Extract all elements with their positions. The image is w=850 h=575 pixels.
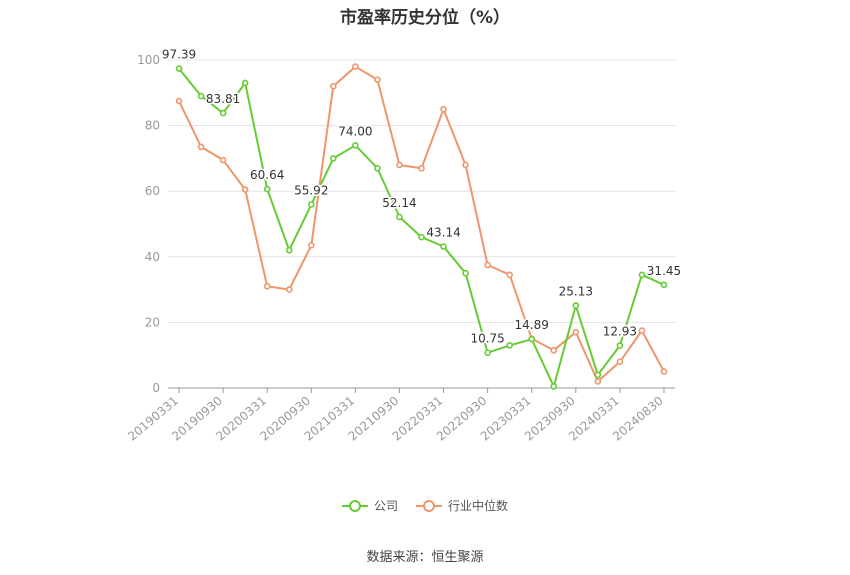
data-label: 52.14 — [382, 196, 416, 210]
grid-lines — [168, 59, 675, 389]
data-point-company — [528, 335, 536, 343]
y-tick-label: 80 — [145, 119, 160, 133]
data-label: 74.00 — [338, 124, 372, 138]
data-point-company — [175, 65, 183, 72]
data-point-industry-median — [418, 164, 425, 172]
y-tick-label: 60 — [145, 184, 160, 198]
data-point-company — [285, 246, 293, 254]
data-point-company — [506, 342, 513, 349]
series-lines — [175, 63, 668, 390]
data-point-industry-median — [352, 63, 359, 70]
data-label: 55.92 — [294, 184, 328, 198]
data-point-industry-median — [440, 105, 447, 113]
data-point-company — [484, 349, 491, 357]
y-tick-label: 100 — [137, 53, 160, 67]
data-point-company — [462, 269, 469, 277]
data-point-industry-median — [219, 156, 227, 164]
data-point-industry-median — [241, 186, 249, 193]
data-source: 数据来源：恒生聚源 — [366, 550, 484, 565]
legend-swatch-industry-median — [416, 499, 442, 513]
y-axis-ticks: 0 20 40 60 80 100 — [137, 53, 160, 395]
data-label: 31.45 — [647, 264, 681, 278]
legend-item-company[interactable]: 公司 — [341, 497, 398, 514]
chart-title: 市盈率历史分位（%） — [339, 8, 511, 28]
data-point-industry-median — [572, 328, 580, 336]
data-label: 97.39 — [162, 48, 196, 62]
data-point-industry-median — [484, 261, 491, 269]
data-point-company — [241, 79, 249, 87]
x-axis: 2019033120190930202003312020093020210331… — [125, 388, 666, 444]
data-point-industry-median — [263, 283, 271, 290]
y-tick-label: 0 — [152, 381, 160, 395]
data-point-industry-median — [197, 143, 205, 151]
data-point-company — [197, 92, 205, 100]
data-point-industry-median — [660, 368, 668, 375]
data-point-industry-median — [550, 346, 558, 354]
data-label: 14.89 — [515, 318, 549, 332]
data-point-company — [660, 281, 668, 289]
data-label: 43.14 — [426, 226, 460, 240]
data-point-industry-median — [396, 161, 403, 169]
data-point-company — [307, 201, 315, 208]
data-label: 12.93 — [603, 325, 637, 339]
data-point-company — [396, 213, 403, 221]
data-point-company — [616, 342, 624, 349]
data-labels: 97.39 83.81 60.64 55.92 74.00 52.14 43.14 10.75… — [160, 46, 682, 347]
y-tick-label: 20 — [145, 315, 160, 329]
legend-label-industry-median: 行业中位数 — [448, 499, 509, 513]
data-point-industry-median — [506, 271, 513, 279]
data-point-company — [263, 185, 271, 193]
data-label: 10.75 — [470, 332, 504, 346]
data-point-industry-median — [307, 242, 315, 249]
data-point-industry-median — [638, 327, 646, 334]
data-label: 83.81 — [206, 92, 240, 106]
data-point-company — [352, 141, 359, 149]
legend-label-company: 公司 — [373, 499, 398, 513]
data-point-company — [330, 155, 337, 162]
data-point-industry-median — [594, 378, 602, 385]
data-point-industry-median — [175, 97, 183, 105]
data-point-company — [374, 164, 381, 172]
series-line-company — [178, 67, 665, 388]
legend-swatch-company — [341, 499, 368, 513]
legend-item-industry-median[interactable]: 行业中位数 — [416, 497, 508, 514]
data-point-company — [219, 109, 227, 117]
data-point-company — [440, 243, 447, 250]
legend: 公司 行业中位数 — [0, 497, 850, 514]
data-label: 25.13 — [559, 285, 593, 299]
data-point-industry-median — [285, 286, 293, 293]
data-point-company — [550, 383, 558, 390]
data-point-company — [638, 271, 646, 279]
data-point-industry-median — [330, 82, 337, 90]
data-point-company — [572, 302, 580, 309]
data-point-industry-median — [462, 161, 469, 169]
data-point-company — [594, 371, 602, 379]
y-tick-label: 40 — [145, 250, 160, 264]
data-label: 60.64 — [250, 168, 284, 182]
data-point-industry-median — [374, 76, 381, 83]
data-point-industry-median — [616, 358, 624, 366]
data-point-company — [418, 233, 425, 241]
